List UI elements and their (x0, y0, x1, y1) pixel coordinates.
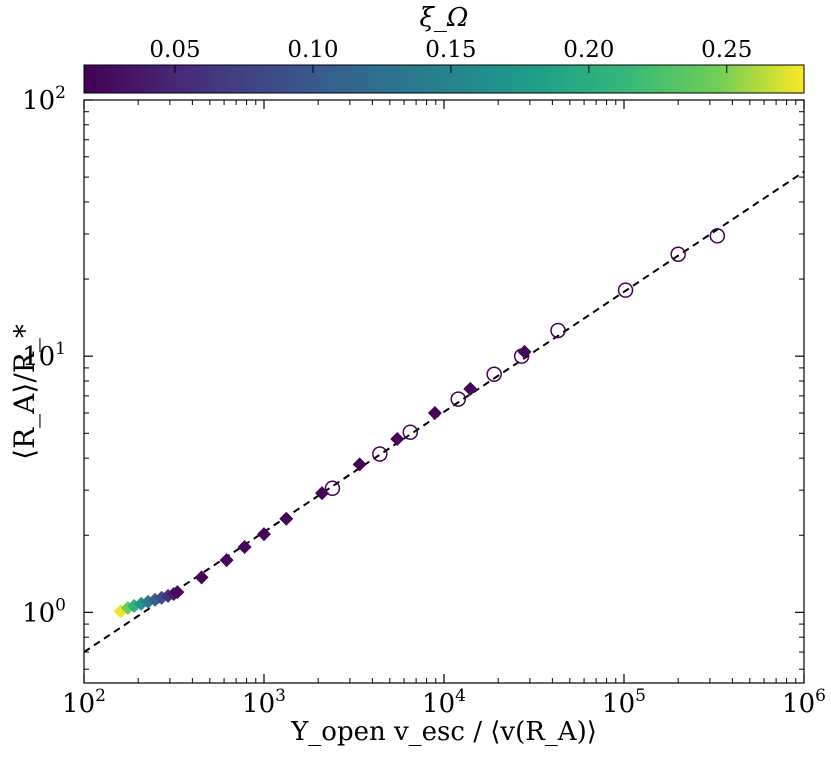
x-tick-label: 104 (422, 686, 466, 719)
x-axis-ticks: 102 103 104 105 106 (62, 100, 826, 719)
diamond-marker (517, 344, 532, 359)
y-tick-label: 100 (22, 595, 66, 628)
y-axis-label: ⟨R_A⟩/R_* (8, 324, 41, 460)
diamond-marker (257, 527, 271, 542)
x-tick-label: 105 (602, 686, 646, 719)
plot-area (83, 99, 805, 684)
circle-marker (486, 366, 502, 383)
colorbar-tick-label: 0.10 (287, 37, 338, 63)
fit-line (84, 170, 804, 653)
diamond-marker (170, 585, 185, 600)
diamond-marker (194, 570, 209, 585)
diamond-marker (314, 486, 329, 501)
circle-marker (372, 446, 388, 462)
diamond-marker (463, 381, 478, 396)
diamond-marker (279, 511, 294, 526)
circle-marker (670, 246, 686, 262)
x-tick-label: 102 (62, 686, 106, 719)
x-tick-label: 106 (782, 686, 826, 719)
circle-marker (324, 480, 341, 497)
diamond-marker (427, 406, 442, 421)
colorbar-label: ξ_Ω (420, 3, 469, 33)
diamond-marker (352, 457, 367, 472)
x-axis-label: Υ_open v_esc / ⟨v(R_A)⟩ (290, 717, 597, 747)
colorbar-tick-label: 0.05 (149, 37, 200, 63)
circle-marker (450, 391, 467, 407)
colorbar: 0.05 0.10 0.15 0.20 0.25 ξ_Ω (83, 3, 805, 94)
diamond-marker (390, 432, 405, 447)
diamond-marker (219, 553, 234, 568)
y-tick-label: 102 (22, 83, 66, 116)
colorbar-tick-label: 0.25 (701, 37, 752, 63)
colorbar-tick-label: 0.20 (563, 37, 614, 63)
colorbar-tick-label: 0.15 (425, 37, 476, 63)
diamond-marker (237, 539, 252, 554)
x-tick-label: 103 (242, 686, 286, 719)
data-markers (113, 228, 726, 619)
colorbar-ticks: 0.05 0.10 0.15 0.20 0.25 (149, 37, 752, 73)
minor-ticks (84, 100, 804, 683)
circle-marker (402, 424, 419, 440)
circle-marker (709, 228, 726, 244)
colorbar-gradient (83, 64, 805, 94)
circle-marker (617, 282, 634, 298)
circle-marker (550, 322, 566, 339)
